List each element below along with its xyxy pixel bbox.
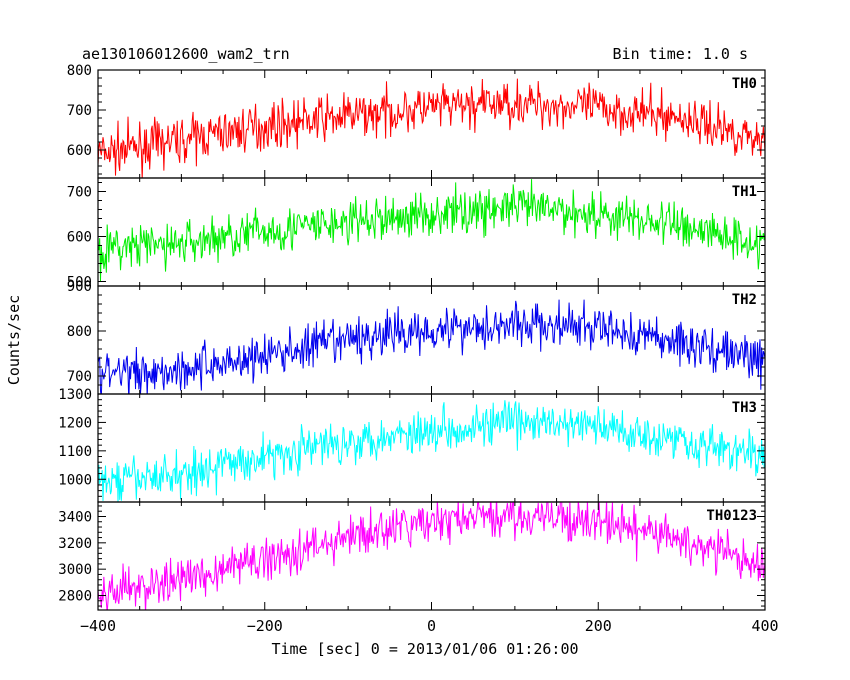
x-tick-label: 200: [585, 617, 612, 635]
x-tick-label: −400: [80, 617, 116, 635]
series-line-th1: [98, 179, 765, 282]
panel-frame-th3: [97, 393, 766, 503]
panel-label-th1: TH1: [732, 184, 757, 200]
y-tick-label: 500: [67, 275, 92, 291]
x-axis-label-text: Time [sec] 0 = 2013/01/06 01:26:00: [271, 640, 579, 658]
y-tick-label: 3400: [58, 509, 92, 525]
x-tick-label: −200: [247, 617, 283, 635]
series-line-th0: [98, 78, 765, 178]
y-tick-label: 600: [67, 230, 92, 246]
series-line-th3: [98, 400, 765, 502]
y-tick-label: 1200: [58, 415, 92, 431]
y-tick-label: 1000: [58, 472, 92, 488]
panel-frame-th1: [97, 177, 766, 287]
panel-label-th0: TH0: [732, 76, 757, 92]
plot-title: ae130106012600_wam2_trn: [82, 45, 290, 63]
y-tick-label: 3200: [58, 536, 92, 552]
x-tick-label: 0: [427, 617, 436, 635]
series-line-th0123: [98, 502, 765, 610]
x-axis-label: Time [sec] 0 = 2013/01/06 01:26:00: [0, 640, 850, 658]
y-tick-label: 600: [67, 143, 92, 159]
y-tick-label: 700: [67, 103, 92, 119]
panel-label-th2: TH2: [732, 292, 757, 308]
y-axis-label: Counts/sec: [5, 294, 23, 386]
panel-label-th3: TH3: [732, 400, 757, 416]
bin-time-label: Bin time: 1.0 s: [612, 45, 748, 63]
panel-label-th0123: TH0123: [706, 508, 757, 524]
y-tick-label: 1100: [58, 444, 92, 460]
y-tick-label: 800: [67, 63, 92, 79]
x-tick-label: 400: [751, 617, 778, 635]
y-tick-label: 2800: [58, 589, 92, 605]
y-tick-label: 700: [67, 185, 92, 201]
y-tick-label: 700: [67, 369, 92, 385]
y-tick-label: 3000: [58, 562, 92, 578]
series-line-th2: [98, 299, 765, 394]
y-tick-label: 1300: [58, 387, 92, 403]
y-tick-label: 900: [67, 279, 92, 295]
y-tick-label: 800: [67, 324, 92, 340]
